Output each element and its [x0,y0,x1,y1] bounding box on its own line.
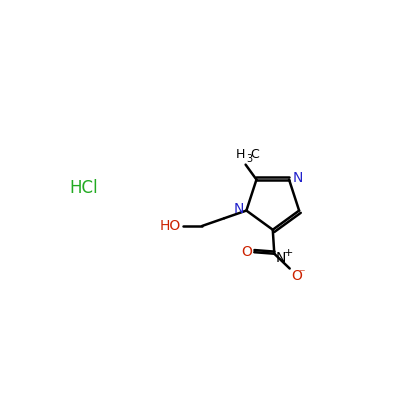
Text: +: + [284,248,293,258]
Text: H: H [236,148,246,161]
Text: O: O [241,244,252,258]
Text: N: N [292,171,302,185]
Text: N: N [276,251,286,265]
Text: O: O [291,269,302,283]
Text: HO: HO [159,219,180,233]
Text: HCl: HCl [69,179,98,197]
Text: N: N [234,202,244,216]
Text: ⁻: ⁻ [298,267,304,280]
Text: C: C [250,148,259,161]
Text: 3: 3 [246,154,253,164]
